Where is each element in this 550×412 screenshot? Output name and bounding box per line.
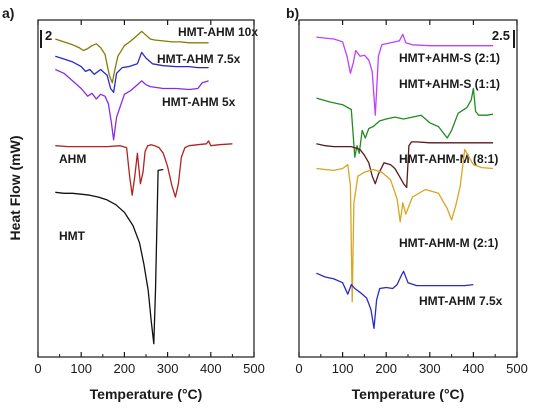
series-label: HMT-AHM 10x: [178, 25, 258, 39]
x-tick-label: 500: [243, 361, 265, 376]
series-line: [55, 168, 164, 345]
x-tick-label: 100: [70, 361, 92, 376]
series-label: HMT+AHM-S (1:1): [399, 77, 500, 91]
series-line: [316, 33, 493, 116]
x-tick-label: 500: [506, 361, 528, 376]
x-tick-label: 200: [375, 361, 397, 376]
series-line: [316, 141, 493, 189]
series-label: HMT-AHM 5x: [162, 95, 236, 109]
x-tick-label: 200: [114, 361, 136, 376]
x-tick-label: 0: [34, 361, 41, 376]
series-line: [55, 68, 209, 141]
x-tick-label: 400: [463, 361, 485, 376]
x-tick-label: 300: [157, 361, 179, 376]
series-line: [55, 51, 209, 94]
x-tick-label: 0: [295, 361, 302, 376]
panel-label: a): [2, 5, 14, 21]
x-axis-label: Temperature (°C): [90, 386, 203, 402]
x-tick-label: 400: [200, 361, 222, 376]
series-label: HMT+AHM-S (2:1): [399, 51, 500, 65]
series-label: HMT: [59, 229, 86, 243]
series-label: HMT-AHM 7.5x: [419, 294, 503, 308]
series-line: [316, 270, 474, 330]
panel-a: 0 100 200 300 400 500 Temperature (°C) Heat Flo…: [2, 5, 265, 402]
panel-label: b): [286, 5, 299, 21]
series-line: [316, 148, 494, 303]
scale-bar-label: 2.5: [492, 28, 510, 43]
series-label: HMT-AHM-M (2:1): [399, 236, 498, 250]
series-label: HMT-AHM-M (8:1): [399, 152, 498, 166]
series-line: [316, 87, 494, 158]
plot-frame: [37, 19, 255, 358]
series-label: HMT-AHM 7.5x: [157, 52, 241, 66]
x-tick-label: 100: [332, 361, 354, 376]
y-axis-label: Heat Flow (mW): [7, 136, 23, 241]
series-line: [55, 30, 209, 84]
series-label: AHM: [59, 152, 86, 166]
x-axis-label: Temperature (°C): [352, 386, 465, 402]
x-tick-label: 300: [419, 361, 441, 376]
series-line: [55, 140, 233, 198]
scale-bar-label: 2: [45, 28, 52, 43]
panel-b: 0 100 200 300 400 500 Temperature (°C) b) 2.5 HMT…: [286, 5, 528, 402]
